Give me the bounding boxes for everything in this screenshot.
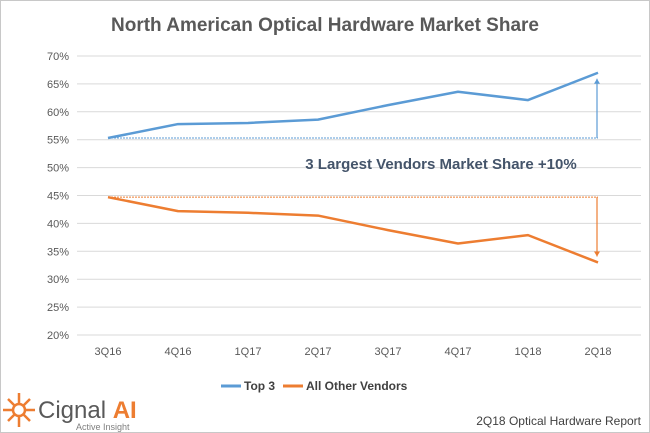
series-line-others — [107, 195, 599, 264]
cignal-logo: Cignal AI Active Insight — [3, 393, 137, 432]
x-tick-label: 3Q16 — [95, 346, 122, 358]
x-tick-label: 4Q16 — [165, 346, 192, 358]
y-tick-label: 55% — [47, 135, 69, 147]
x-tick-label: 4Q17 — [445, 346, 472, 358]
x-tick-label: 3Q17 — [375, 346, 402, 358]
y-tick-label: 20% — [47, 330, 69, 342]
x-tick-label: 1Q18 — [515, 346, 542, 358]
series-line-top3 — [107, 71, 599, 140]
legend: Top 3 All Other Vendors — [221, 379, 408, 393]
chart-title: North American Optical Hardware Market S… — [111, 15, 539, 36]
legend-top3: Top 3 — [244, 379, 275, 393]
y-tick-label: 60% — [47, 107, 69, 119]
x-tick-label: 1Q17 — [235, 346, 262, 358]
annotation: 3 Largest Vendors Market Share +10% — [305, 156, 576, 173]
y-tick-label: 45% — [47, 191, 69, 203]
arrowhead-icon — [594, 78, 600, 84]
logo-text: Cignal AI — [38, 397, 137, 424]
report-label: 2Q18 Optical Hardware Report — [476, 414, 641, 428]
x-tick-label: 2Q17 — [305, 346, 332, 358]
y-tick-label: 25% — [47, 302, 69, 314]
legend-others: All Other Vendors — [306, 379, 408, 393]
y-tick-label: 30% — [47, 274, 69, 286]
y-tick-label: 35% — [47, 246, 69, 258]
y-tick-label: 40% — [47, 218, 69, 230]
logo-tagline: Active Insight — [76, 422, 130, 432]
arrowhead-icon — [594, 251, 600, 257]
y-tick-label: 70% — [47, 51, 69, 63]
y-tick-label: 65% — [47, 79, 69, 91]
y-tick-label: 50% — [47, 163, 69, 175]
x-tick-label: 2Q18 — [585, 346, 612, 358]
